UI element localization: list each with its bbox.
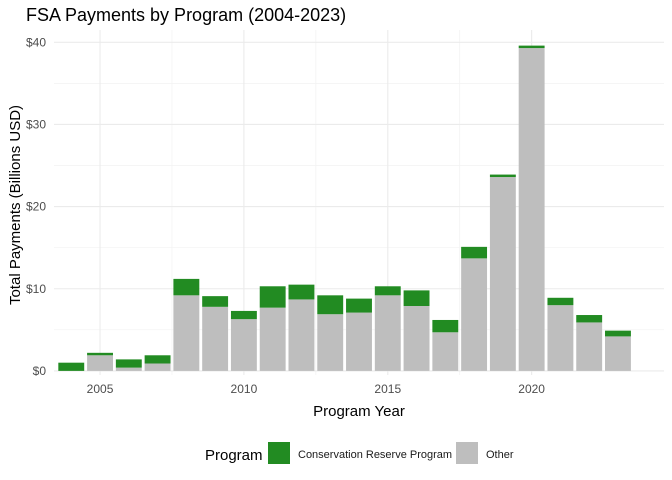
bar-2007-other [144,363,171,371]
bar-2008-other [173,295,200,371]
legend-swatch-conservation-reserve-program [268,442,290,464]
bar-2014-conservation-reserve-program [346,298,372,313]
bar-2010-other [230,319,257,371]
y-tick-label: $10 [26,282,46,296]
chart-title: FSA Payments by Program (2004-2023) [26,5,346,25]
bar-2009-other [202,306,229,371]
y-tick-label: $30 [26,117,46,131]
y-tick-label: $40 [26,35,46,49]
bar-2017-conservation-reserve-program [432,319,459,333]
bars [58,45,631,371]
bar-2013-other [317,314,344,371]
bar-2015-conservation-reserve-program [374,286,401,296]
bar-2010-conservation-reserve-program [230,310,257,320]
bar-2023-other [605,336,631,371]
bar-2011-other [259,307,286,371]
bar-2016-conservation-reserve-program [403,290,430,306]
y-tick-label: $0 [33,364,47,378]
bar-2006-other [115,367,142,371]
y-axis-ticks: $0 $10 $20 $30 $40 [26,35,46,378]
bar-2022-other [576,322,603,371]
bar-2020-other [518,48,545,371]
y-axis-title: Total Payments (Billions USD) [7,105,24,305]
x-tick-label: 2005 [87,382,114,396]
legend-label-conservation-reserve-program: Conservation Reserve Program [298,449,452,461]
bar-2023-conservation-reserve-program [605,330,631,337]
bar-2019-other [489,177,516,371]
bar-2018-other [461,258,488,371]
bar-2011-conservation-reserve-program [259,286,286,308]
bar-2017-other [432,332,459,371]
bar-2021-other [547,305,574,371]
bar-2008-conservation-reserve-program [173,278,200,296]
bar-2016-other [403,306,430,371]
x-tick-label: 2015 [374,382,401,396]
bar-2005-other [87,355,113,371]
bar-2007-conservation-reserve-program [144,355,171,364]
bar-2014-other [346,312,372,371]
bar-2012-other [288,299,315,371]
x-tick-label: 2010 [231,382,258,396]
bar-2005-conservation-reserve-program [87,352,113,356]
bar-2022-conservation-reserve-program [576,315,603,323]
bar-2006-conservation-reserve-program [115,359,142,368]
bar-2020-conservation-reserve-program [518,45,545,49]
legend: Program Conservation Reserve Program Oth… [205,442,514,464]
x-tick-label: 2020 [518,382,545,396]
y-tick-label: $20 [26,200,46,214]
bar-2013-conservation-reserve-program [317,295,344,315]
x-axis-ticks: 2005 2010 2015 2020 [87,382,546,396]
bar-2012-conservation-reserve-program [288,284,315,300]
bar-2021-conservation-reserve-program [547,297,574,306]
bar-2018-conservation-reserve-program [461,246,488,259]
x-axis-title: Program Year [313,403,405,420]
bar-2009-conservation-reserve-program [202,296,229,307]
legend-label-other: Other [486,449,514,461]
legend-title: Program [205,447,263,464]
bar-2019-conservation-reserve-program [489,174,516,178]
bar-2004-conservation-reserve-program [58,362,85,371]
legend-swatch-other [456,442,478,464]
bar-2015-other [374,295,401,371]
